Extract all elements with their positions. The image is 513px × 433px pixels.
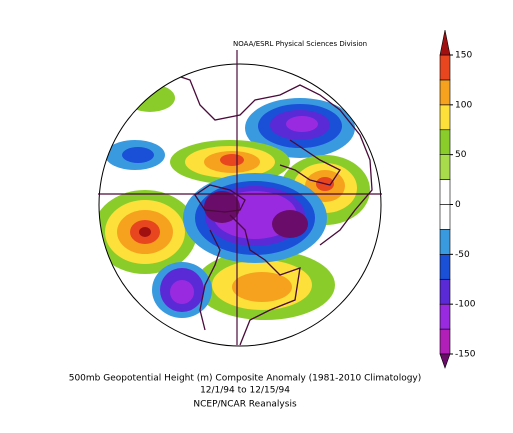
credit-box xyxy=(229,38,391,50)
colorbar-segment xyxy=(439,278,451,305)
colorbar-label: 50 xyxy=(455,150,467,160)
colorbar-label: -150 xyxy=(455,350,476,360)
anomaly-field xyxy=(99,64,373,346)
colorbar-segment xyxy=(439,104,451,131)
colorbar-label: -50 xyxy=(455,250,470,260)
colorbar-segment xyxy=(439,154,451,180)
colorbar-under xyxy=(439,353,451,369)
colorbar-segment xyxy=(439,54,451,81)
caption: 500mb Geopotential Height (m) Composite … xyxy=(69,374,422,384)
colorbar-segment xyxy=(439,254,451,280)
colorbar-segment xyxy=(439,79,451,106)
colorbar-segment xyxy=(439,129,451,155)
colorbar-label: 0 xyxy=(455,200,461,210)
colorbar-segment xyxy=(439,328,451,355)
colorbar: 150 100 50 0 -50 -100 -150 xyxy=(439,29,476,369)
map-border xyxy=(98,63,382,347)
colorbar-segment xyxy=(439,204,451,230)
colorbar-label: 100 xyxy=(455,100,472,110)
colorbar-over xyxy=(439,29,451,56)
colorbar-segment xyxy=(439,229,451,255)
caption: NCEP/NCAR Reanalysis xyxy=(193,400,297,410)
colorbar-label: -100 xyxy=(455,300,476,310)
caption: 12/1/94 to 12/15/94 xyxy=(200,386,290,396)
colorbar-segment xyxy=(439,303,451,330)
colorbar-label: 150 xyxy=(455,51,472,61)
credit: NOAA/ESRL Physical Sciences Division xyxy=(233,40,367,48)
colorbar-segment xyxy=(439,179,451,205)
